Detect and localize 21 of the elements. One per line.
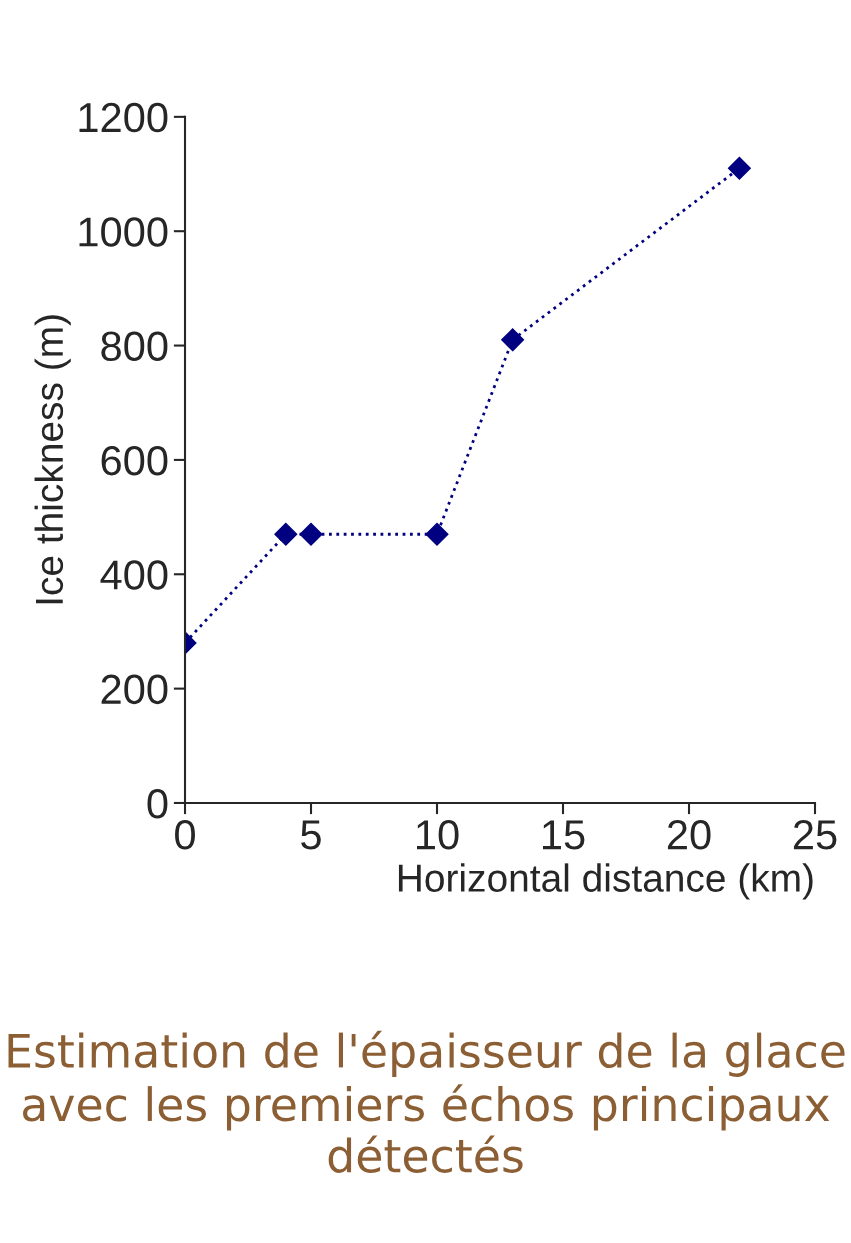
y-tick-label: 200 bbox=[101, 674, 168, 705]
x-axis-title: Horizontal distance (km) bbox=[398, 863, 813, 900]
point bbox=[274, 522, 298, 546]
point bbox=[501, 328, 525, 352]
y-axis-title: Ice thickness (m) bbox=[34, 315, 71, 604]
y-tick-label: 800 bbox=[101, 331, 168, 362]
x-tick-label: 5 bbox=[301, 820, 321, 850]
x-tick-label: 15 bbox=[543, 820, 585, 850]
y-tick-label: 400 bbox=[100, 560, 168, 590]
y-tick-label: 1200 bbox=[79, 102, 168, 133]
point bbox=[299, 522, 323, 546]
point bbox=[727, 156, 751, 180]
y-tick-label: 1000 bbox=[79, 217, 168, 247]
x-tick-label: 10 bbox=[417, 820, 459, 850]
text: Estimation de l'épaisseur de la glace avec les premiers échos principaux détectés bbox=[8, 1030, 845, 1173]
point bbox=[425, 522, 449, 546]
y-tick-label: 0 bbox=[147, 788, 168, 819]
x-tick-label: 0 bbox=[175, 820, 195, 850]
x-tick-label: 20 bbox=[667, 820, 711, 850]
x-tick-label: 25 bbox=[793, 820, 837, 850]
y-tick-label: 600 bbox=[101, 445, 168, 476]
